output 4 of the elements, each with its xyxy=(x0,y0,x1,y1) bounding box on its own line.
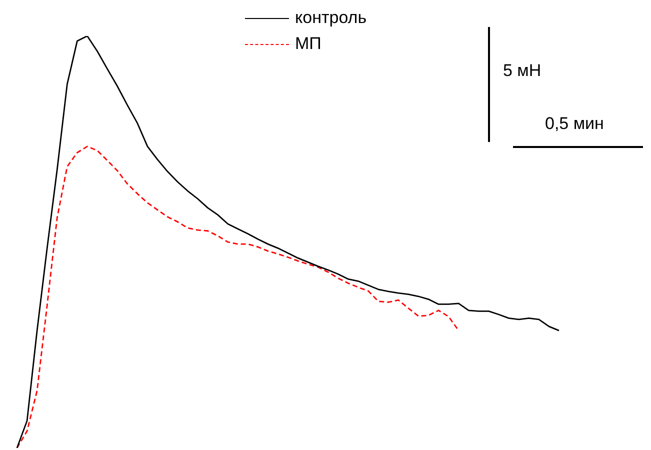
legend-label: МП xyxy=(295,34,322,54)
annotation: 5 мН xyxy=(503,61,542,81)
annotation: 0,5 мин xyxy=(545,114,604,134)
legend-label: контроль xyxy=(295,8,367,28)
